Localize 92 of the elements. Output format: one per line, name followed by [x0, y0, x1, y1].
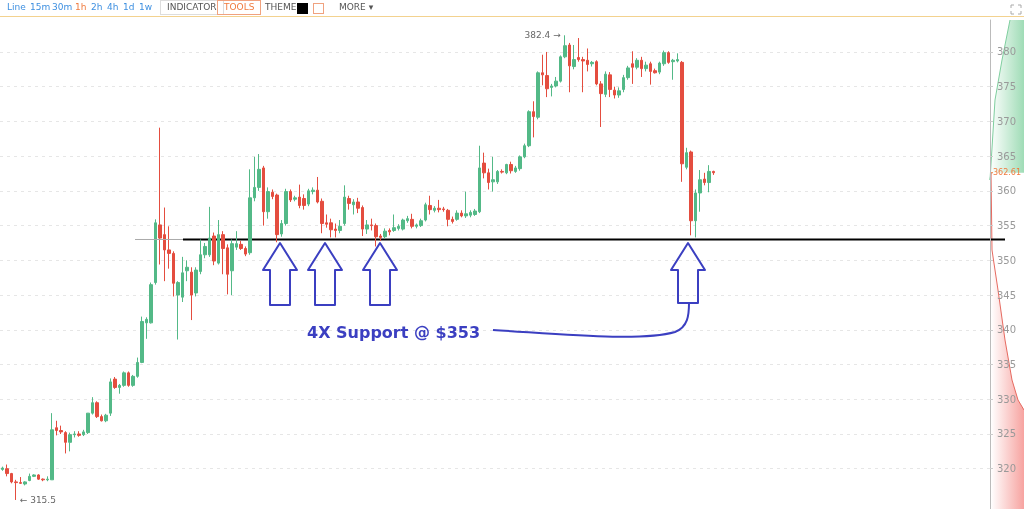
candlestick	[712, 170, 715, 176]
candlestick	[50, 412, 54, 481]
candlestick	[617, 86, 621, 99]
y-tick-label: 330	[997, 393, 1017, 405]
candlestick	[491, 156, 495, 193]
candlestick	[266, 186, 270, 220]
candlestick	[289, 188, 292, 203]
candlestick	[365, 219, 369, 235]
text: 2h	[91, 2, 103, 13]
candlestick	[23, 480, 27, 486]
candlestick	[343, 184, 346, 227]
text: MORE ▾	[339, 2, 374, 13]
candlestick	[608, 71, 612, 98]
candlestick	[446, 208, 450, 227]
candlestick	[338, 219, 342, 234]
candlestick	[68, 432, 72, 452]
text: 4h	[107, 2, 119, 13]
candlestick	[568, 42, 571, 93]
annotation: 382.4 →	[524, 30, 562, 41]
annotation: 4X Support @ $353	[307, 322, 481, 342]
candlestick	[275, 193, 279, 243]
candlestick	[374, 223, 378, 247]
candlestick	[680, 60, 684, 183]
candlestick	[401, 218, 405, 231]
annotation: ← 315.5	[19, 494, 56, 505]
y-tick-label: 380	[997, 46, 1017, 58]
y-tick-label: 375	[997, 81, 1017, 93]
candlestick	[505, 163, 508, 175]
candlestick	[604, 70, 607, 98]
text: 1d	[123, 2, 135, 13]
text: 362.61	[993, 168, 1021, 178]
candlestick	[113, 376, 117, 390]
candlestick	[190, 266, 193, 321]
candlestick	[185, 259, 189, 282]
candlestick	[536, 70, 540, 120]
text: INDICATOR	[160, 0, 224, 15]
candlestick	[127, 370, 130, 388]
text: TOOLS	[217, 0, 262, 15]
y-tick-label: 355	[997, 220, 1017, 232]
candlestick	[104, 413, 108, 423]
candlestick	[572, 44, 576, 70]
candlestick	[293, 195, 297, 202]
candlestick	[217, 219, 220, 265]
candlestick	[32, 473, 36, 478]
candlestick	[388, 227, 391, 236]
candlestick	[703, 172, 706, 186]
candlestick	[154, 218, 157, 286]
candlestick	[590, 60, 594, 68]
candlestick	[685, 147, 688, 170]
candlestick	[347, 195, 351, 211]
text: 1w	[139, 2, 153, 13]
y-tick-label: 325	[997, 428, 1017, 440]
text: 15m	[30, 2, 51, 13]
text: THEME	[265, 2, 297, 13]
candlestick	[455, 209, 459, 222]
candlestick	[460, 209, 463, 218]
text: Line	[7, 2, 26, 13]
y-tick-label: 370	[997, 115, 1017, 127]
candlestick	[689, 150, 693, 236]
y-tick-label: 360	[997, 185, 1017, 197]
candlestick	[500, 168, 504, 175]
text: 1h	[75, 2, 87, 13]
candlestick	[433, 205, 436, 213]
candlestick	[640, 56, 643, 78]
candlestick	[532, 100, 535, 138]
candlestick	[212, 232, 216, 266]
candlestick	[352, 198, 355, 215]
candlestick	[1, 466, 4, 472]
candlestick	[383, 227, 387, 240]
y-tick-label: 320	[997, 463, 1017, 475]
candlestick	[77, 430, 81, 438]
candlestick	[644, 61, 648, 72]
y-tick-label: 350	[997, 254, 1017, 266]
candlestick	[613, 86, 616, 99]
candlestick	[329, 218, 333, 238]
candlestick	[545, 51, 549, 98]
y-tick-label: 365	[997, 150, 1017, 162]
candlestick	[667, 50, 670, 65]
candlestick	[410, 213, 414, 229]
candlestick	[707, 164, 711, 193]
candlestick	[631, 50, 634, 85]
candlestick	[41, 477, 45, 482]
candlestick	[95, 400, 99, 419]
candlestick	[437, 199, 441, 213]
candlestick	[509, 161, 513, 175]
candlestick	[428, 195, 432, 215]
candlestick	[392, 213, 396, 233]
text: 30m	[52, 2, 73, 13]
candlestick	[262, 165, 265, 227]
candlestick	[464, 191, 468, 219]
candlestick	[635, 57, 639, 70]
candlestick	[109, 377, 112, 417]
